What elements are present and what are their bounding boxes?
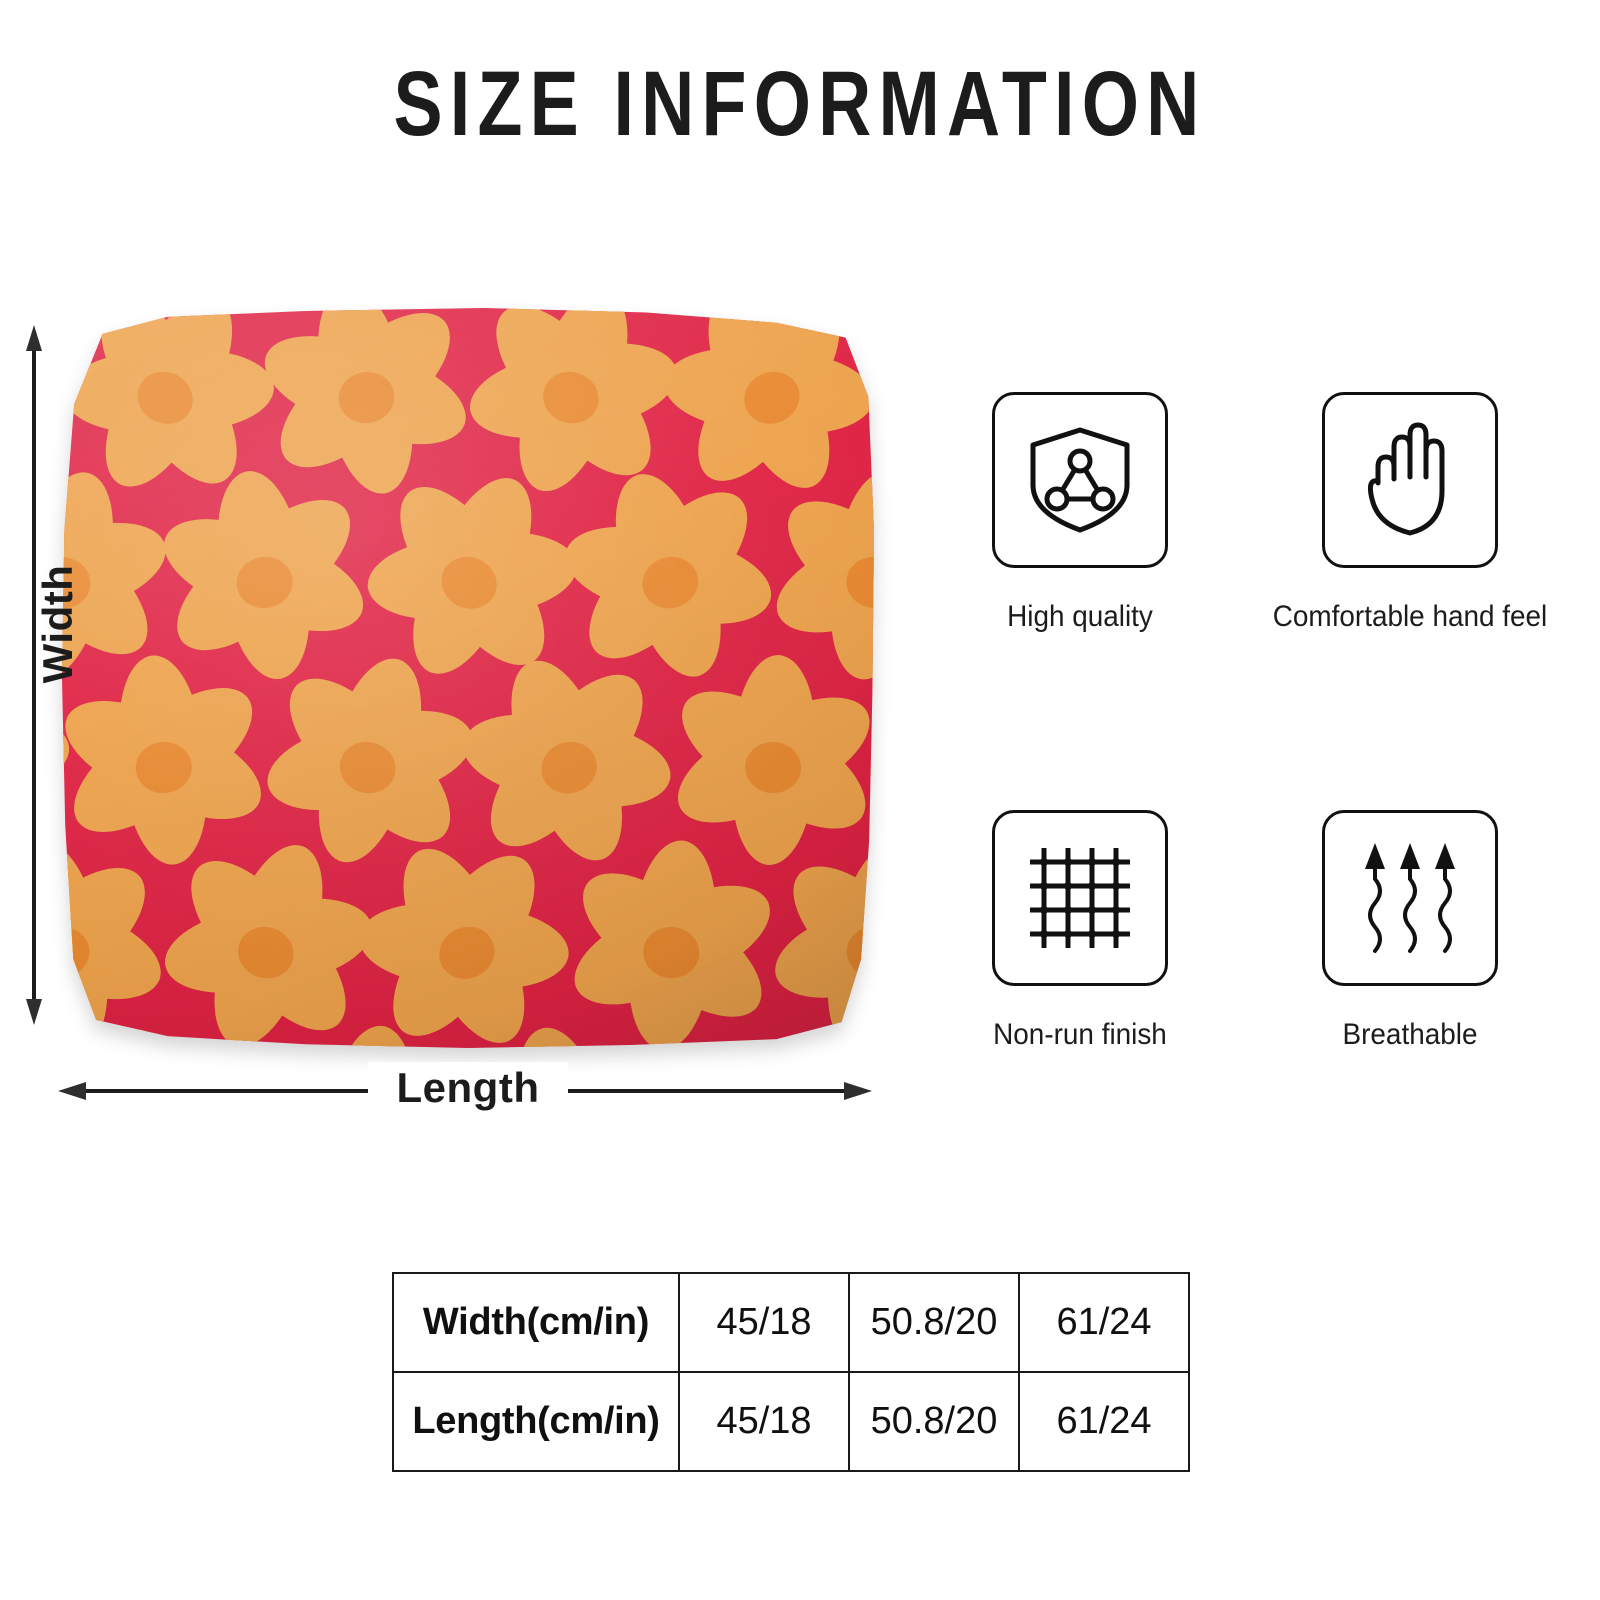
feature-breathable: Breathable bbox=[1260, 810, 1560, 1052]
table-row: Length(cm/in) 45/18 50.8/20 61/24 bbox=[392, 1371, 1190, 1472]
flower-petal bbox=[864, 310, 874, 470]
product-image bbox=[62, 300, 874, 1055]
feature-label: Breathable bbox=[1342, 1018, 1478, 1051]
flower-petal bbox=[867, 308, 874, 485]
flower-petal bbox=[809, 308, 874, 318]
feature-icon-box bbox=[992, 810, 1168, 986]
feature-icon-box bbox=[1322, 810, 1498, 986]
flower-petal bbox=[865, 1036, 874, 1048]
flower-petal bbox=[62, 1026, 262, 1048]
flower-petal bbox=[62, 308, 118, 315]
open-hand-icon bbox=[1367, 422, 1445, 536]
size-table: Width(cm/in) 45/18 50.8/20 61/24 Length(… bbox=[392, 1272, 1190, 1472]
feature-icon-box bbox=[992, 392, 1168, 568]
flower-petal bbox=[62, 308, 118, 315]
pillow-fabric bbox=[62, 308, 874, 1048]
table-row: Width(cm/in) 45/18 50.8/20 61/24 bbox=[392, 1272, 1190, 1373]
flower-petal bbox=[62, 308, 71, 482]
feature-label: High quality bbox=[1007, 600, 1153, 633]
feature-list: High quality Comfortable hand feel bbox=[930, 392, 1560, 1092]
table-row-label: Width(cm/in) bbox=[392, 1272, 680, 1373]
flower-petal bbox=[864, 310, 874, 470]
flower-petal bbox=[680, 1023, 873, 1048]
feature-label: Comfortable hand feel bbox=[1272, 600, 1548, 633]
table-row-label: Length(cm/in) bbox=[392, 1371, 680, 1472]
flower-petal bbox=[867, 308, 874, 485]
table-cell: 45/18 bbox=[678, 1272, 850, 1373]
feature-icon-box bbox=[1322, 392, 1498, 568]
flower-petal bbox=[680, 1023, 873, 1048]
flower-petal bbox=[774, 308, 874, 310]
table-cell: 50.8/20 bbox=[848, 1371, 1020, 1472]
feature-comfortable-hand-feel: Comfortable hand feel bbox=[1260, 392, 1560, 634]
feature-high-quality: High quality bbox=[930, 392, 1230, 634]
feature-non-run-finish: Non-run finish bbox=[930, 810, 1230, 1052]
page-title: SIZE INFORMATION bbox=[393, 53, 1207, 155]
flower-petal bbox=[313, 1020, 423, 1048]
flower-petal bbox=[809, 308, 874, 318]
width-dimension-label: Width bbox=[34, 564, 81, 684]
feature-label: Non-run finish bbox=[993, 1018, 1167, 1051]
flower-petal bbox=[62, 308, 71, 482]
width-dimension-arrow bbox=[26, 325, 42, 1025]
table-cell: 45/18 bbox=[678, 1371, 850, 1472]
table-cell: 50.8/20 bbox=[848, 1272, 1020, 1373]
flower-petal bbox=[774, 308, 874, 310]
flower-petal bbox=[62, 1026, 262, 1048]
mesh-grid-icon bbox=[1030, 848, 1130, 948]
pillow-figure bbox=[62, 308, 874, 1048]
flower-petal bbox=[865, 1036, 874, 1048]
shield-check-icon bbox=[1030, 427, 1130, 533]
breathable-arrows-icon bbox=[1365, 843, 1455, 953]
table-cell: 61/24 bbox=[1018, 1371, 1190, 1472]
length-dimension-label: Length bbox=[368, 1062, 568, 1114]
table-cell: 61/24 bbox=[1018, 1272, 1190, 1373]
size-table-body: Width(cm/in) 45/18 50.8/20 61/24 Length(… bbox=[392, 1272, 1190, 1472]
